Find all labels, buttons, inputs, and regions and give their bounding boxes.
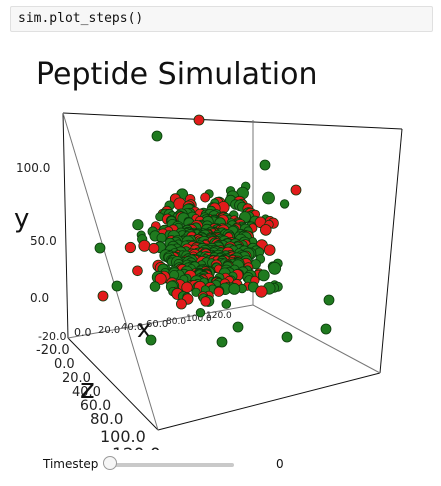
x-tick-label: 20.0	[98, 325, 120, 336]
x-tick-label: 100.0	[186, 314, 212, 324]
code-cell-text: sim.plot_steps()	[18, 11, 144, 26]
green-particle	[281, 331, 293, 343]
red-particle	[200, 296, 211, 307]
z-tick-label: 20.0	[62, 371, 91, 386]
y-axis-label: y	[14, 204, 29, 234]
red-particle	[132, 265, 143, 277]
timestep-label: Timestep	[43, 457, 99, 471]
green-particle	[156, 232, 167, 243]
green-particle	[221, 299, 232, 309]
y-tick-label: 0.0	[30, 291, 49, 305]
x-tick-label: 120.0	[206, 311, 232, 321]
plot-figure: Peptide Simulation -20.0 0.0 20.0 40.0 60.08…	[14, 57, 403, 450]
green-particle	[257, 269, 270, 282]
red-particle	[138, 239, 151, 252]
z-tick-label: 40.0	[72, 385, 101, 400]
green-particle	[320, 323, 332, 335]
green-particle	[132, 219, 144, 231]
red-particle	[200, 192, 211, 203]
timestep-slider-row: Timestep 0	[0, 452, 441, 478]
z-tick-label: -20.0	[36, 343, 70, 358]
box-edge	[67, 337, 159, 431]
box-edge	[62, 112, 69, 339]
x-tick-label: -20.0	[38, 330, 66, 343]
code-cell[interactable]: sim.plot_steps()	[10, 6, 433, 32]
particle-cloud	[94, 114, 335, 348]
timestep-slider-handle[interactable]	[103, 456, 117, 470]
green-particle	[228, 282, 241, 295]
red-particle	[259, 224, 272, 236]
z-tick-label: 60.0	[80, 398, 111, 414]
timestep-value: 0	[276, 457, 284, 471]
green-particle	[195, 308, 206, 318]
timestep-slider-track[interactable]	[110, 463, 234, 467]
x-tick-label: 0.0	[74, 326, 92, 339]
y-tick-labels: 0.0 50.0 100.0	[16, 161, 57, 305]
box-edge	[252, 304, 381, 374]
green-particle	[216, 336, 228, 348]
red-particle	[290, 184, 302, 196]
x-tick-label: 40.0	[121, 322, 143, 333]
red-particle	[255, 285, 268, 298]
red-particle	[213, 286, 224, 297]
green-particle	[145, 334, 157, 346]
box-edge	[157, 372, 381, 431]
z-tick-label: 100.0	[100, 427, 146, 446]
box-edge	[62, 112, 403, 130]
plot-title: Peptide Simulation	[36, 57, 317, 92]
green-particle	[94, 242, 106, 254]
green-particle	[323, 294, 335, 306]
red-particle	[97, 290, 109, 302]
green-particle	[279, 199, 290, 209]
green-particle	[232, 321, 244, 333]
red-particle	[175, 298, 187, 310]
z-tick-label: 80.0	[90, 410, 123, 428]
red-particle	[148, 242, 160, 254]
z-tick-label: 0.0	[54, 357, 75, 372]
green-particle	[268, 261, 282, 275]
red-particle	[124, 241, 136, 254]
green-particle	[262, 191, 275, 205]
green-particle	[259, 159, 271, 171]
green-particle	[149, 281, 161, 292]
y-tick-label: 50.0	[30, 234, 57, 248]
red-particle	[193, 114, 205, 126]
z-axis-label: z	[80, 372, 95, 405]
red-particle	[154, 272, 167, 285]
x-tick-label: 60.0	[146, 319, 168, 330]
x-tick-label: 80.0	[166, 317, 186, 327]
box-edge	[379, 128, 403, 374]
z-tick-label: 120.0	[112, 445, 161, 450]
y-tick-label: 100.0	[16, 161, 50, 175]
red-particle	[263, 244, 276, 256]
box-edge	[62, 112, 159, 431]
green-particle	[151, 130, 163, 142]
green-particle	[111, 280, 123, 292]
box-edge	[67, 304, 254, 339]
